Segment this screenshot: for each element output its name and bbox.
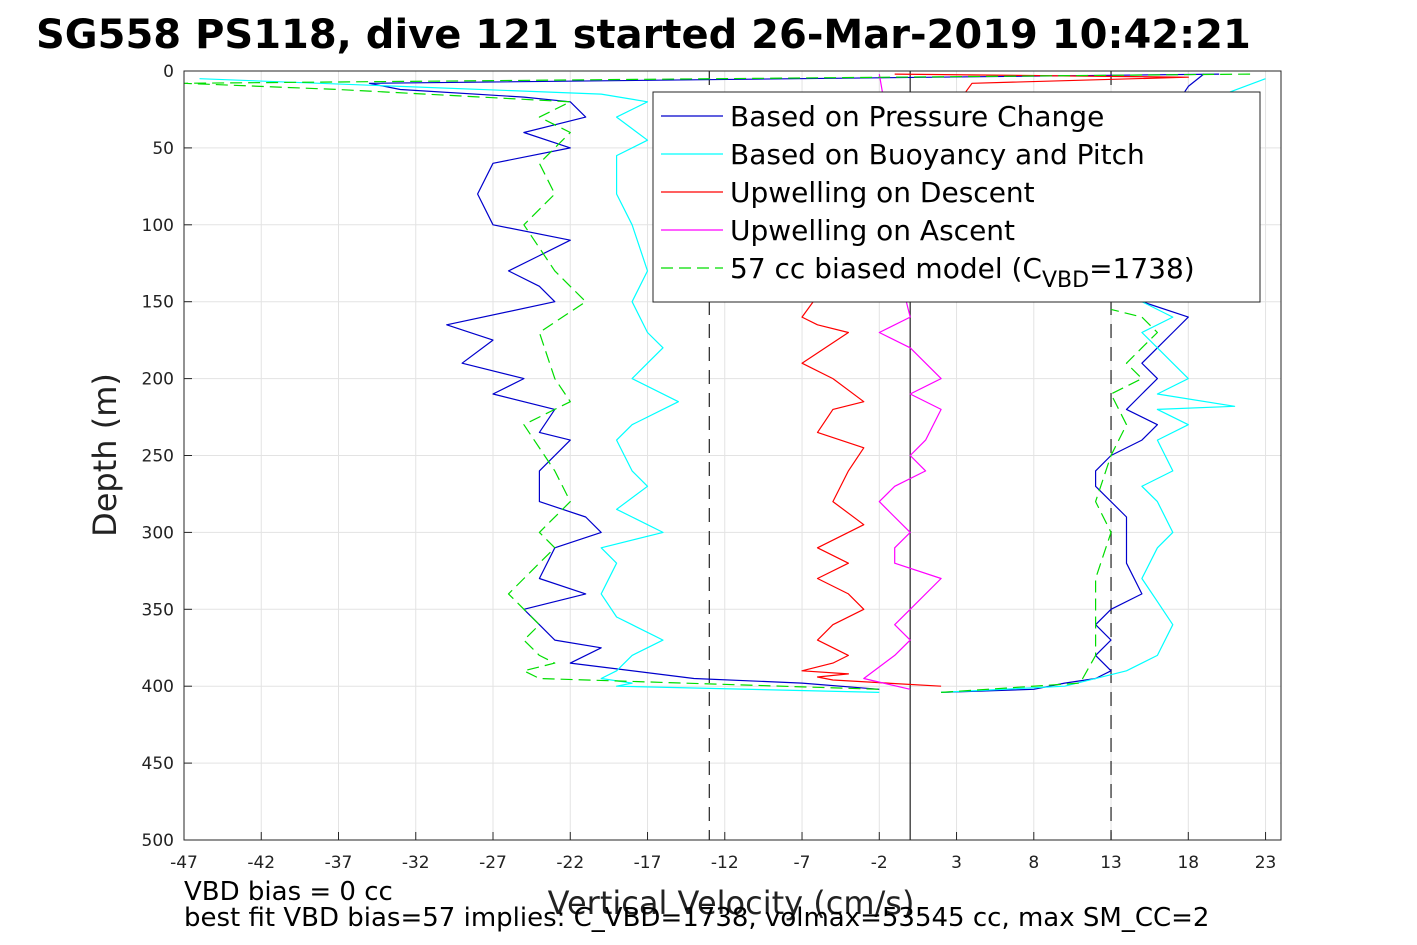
y-tick-label: 350 [142,600,174,620]
y-tick-label: 100 [142,216,174,236]
x-tick-label: -22 [556,853,584,873]
y-tick-label: 200 [142,370,174,390]
series-layer [183,73,1266,693]
series-2-descent-line [199,78,880,693]
x-tick-label: -7 [794,853,811,873]
x-tick-label: -12 [711,853,739,873]
x-tick-label: 3 [951,853,962,873]
series-5-descent-line [183,73,1251,690]
x-tick-label: 8 [1028,853,1039,873]
x-tick-label: -42 [247,853,275,873]
legend-label: Upwelling on Descent [730,176,1035,209]
series-3-line [801,73,1189,687]
legend-label: Upwelling on Ascent [730,214,1015,247]
legend: Based on Pressure Change Based on Buoyanc… [652,91,1261,303]
y-tick-label: 50 [152,139,174,159]
series-5-ascent-line [941,308,1158,693]
x-tick-label: -32 [402,853,430,873]
x-axis-label: Vertical Velocity (cm/s) [548,884,915,922]
y-tick-label: 150 [142,293,174,313]
x-tick-label: 23 [1255,853,1277,873]
series-2-ascent-line [941,78,1266,693]
legend-box [652,91,1261,303]
series-4-line [863,73,942,690]
x-tick-label: 18 [1177,853,1199,873]
y-tick-label: 250 [142,447,174,467]
y-axis-label: Depth (m) [86,373,124,537]
x-tick-label: -17 [634,853,662,873]
y-tick-label: 0 [163,62,174,82]
x-axis-ticks: -47 -42 -37 -32 -27 -22 -17 -12 -7 -2 3 8 13 18 23 [170,832,1276,873]
x-tick-label: -27 [479,853,507,873]
y-tick-label: 450 [142,754,174,774]
chart-title: SG558 PS118, dive 121 started 26-Mar-201… [36,12,1251,58]
legend-label: Based on Buoyancy and Pitch [730,138,1145,171]
y-tick-label: 400 [142,677,174,697]
series-1-ascent-line [941,73,1205,693]
x-tick-label: -47 [170,853,198,873]
footer-vbd-bias: VBD bias = 0 cc [184,877,393,907]
x-tick-label: -37 [325,853,353,873]
y-axis-ticks: 0 50 100 150 200 250 300 350 400 450 500 [142,62,192,851]
footer-best-fit: best fit VBD bias=57 implies: C_VBD=1738… [184,903,1210,933]
x-tick-label: 13 [1100,853,1122,873]
x-tick-label: -2 [871,853,888,873]
y-tick-label: 500 [142,831,174,851]
y-tick-label: 300 [142,523,174,543]
legend-label: Based on Pressure Change [730,100,1104,133]
